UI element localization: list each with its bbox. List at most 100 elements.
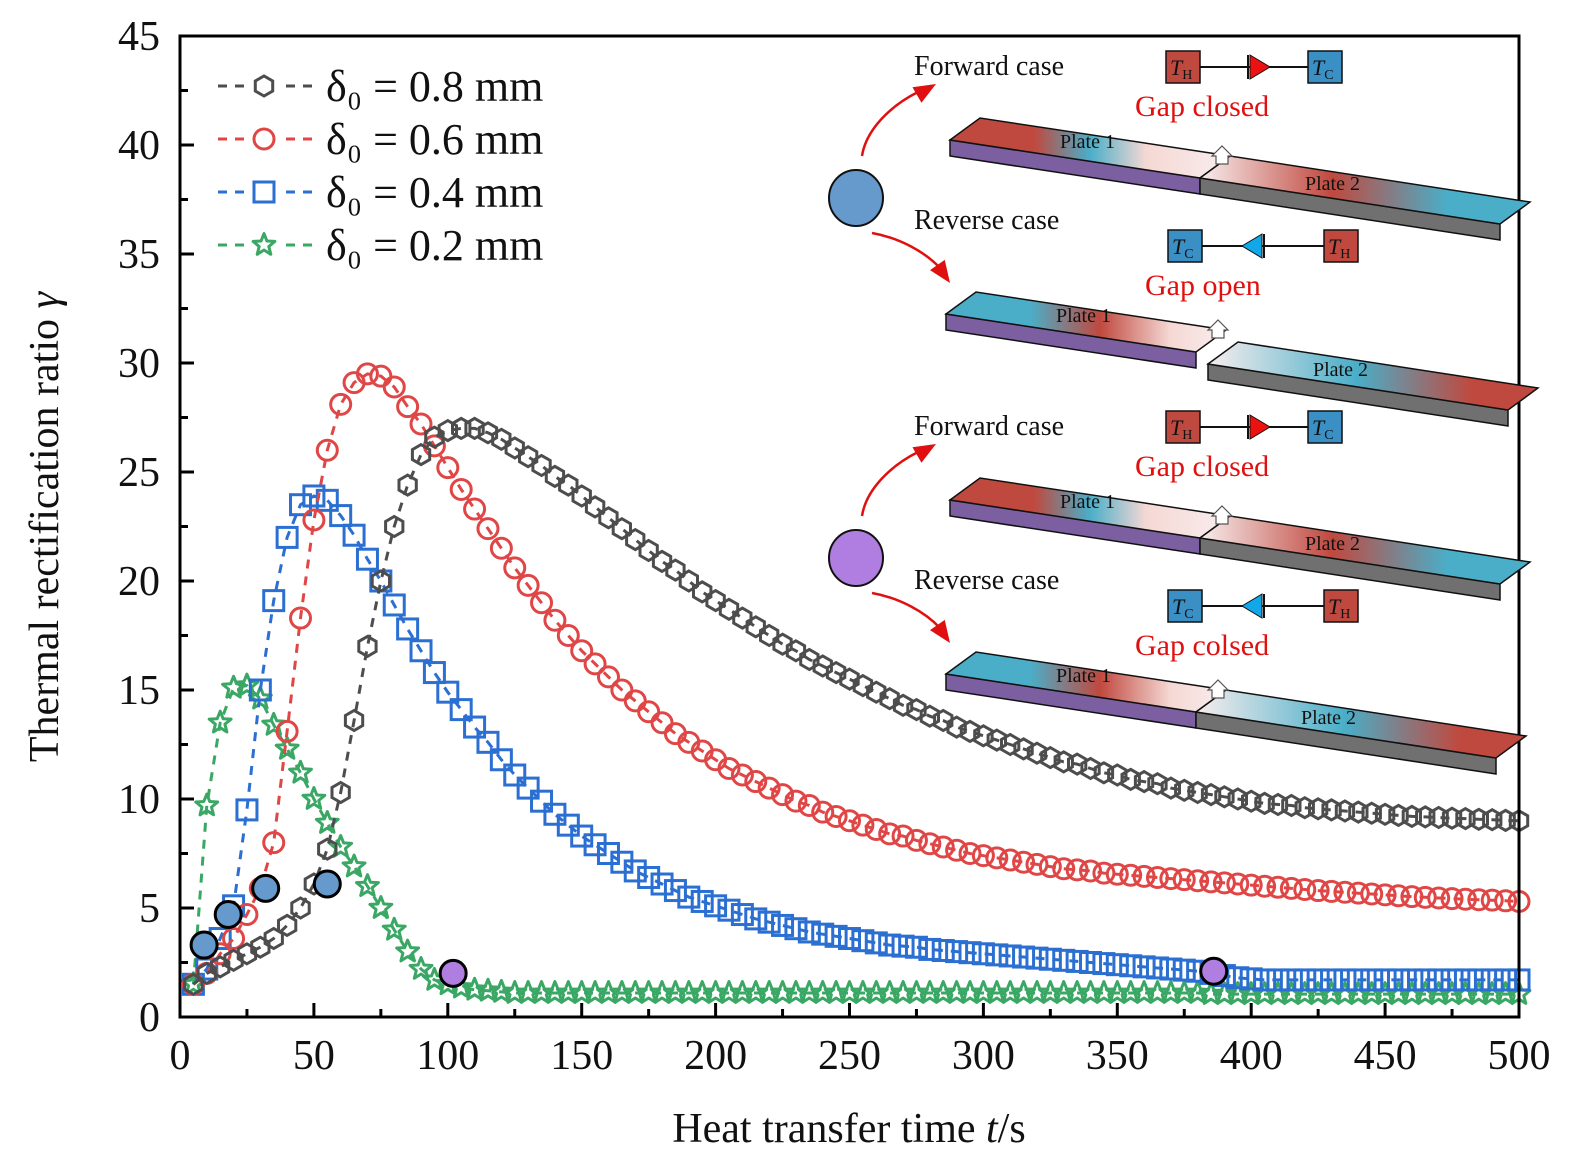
x-tick-label: 0 <box>170 1033 191 1079</box>
highlight-point-blue <box>251 873 281 903</box>
data-point <box>919 704 940 728</box>
data-point <box>1226 966 1250 990</box>
data-point <box>1025 946 1049 970</box>
data-point <box>1092 861 1116 885</box>
y-tick-label: 40 <box>118 123 160 169</box>
data-point <box>892 693 914 718</box>
data-point <box>1241 789 1262 813</box>
data-point <box>1159 867 1183 891</box>
data-point <box>677 885 701 909</box>
y-tick-label: 20 <box>118 559 160 605</box>
data-point <box>1346 968 1370 992</box>
y-axis-title: Thermal rectification ratio γ <box>22 290 68 762</box>
data-point <box>705 588 726 613</box>
highlight-point-blue <box>213 900 243 930</box>
data-point <box>1239 873 1263 897</box>
plate-2: Plate 2 <box>1194 689 1528 775</box>
data-point <box>637 865 661 889</box>
data-point <box>1159 957 1183 981</box>
data-point <box>341 853 367 878</box>
data-point <box>504 436 525 460</box>
data-point <box>194 792 220 817</box>
arrow-head-icon <box>912 84 936 103</box>
data-point <box>342 523 366 547</box>
series-line <box>192 426 1520 986</box>
data-point <box>516 776 540 800</box>
data-point <box>1133 769 1155 794</box>
data-point <box>370 569 391 593</box>
data-point <box>355 362 379 386</box>
data-point <box>1495 808 1516 833</box>
data-point <box>368 895 394 919</box>
data-point <box>1119 863 1143 887</box>
data-point <box>1453 968 1477 992</box>
data-point <box>1053 750 1074 774</box>
arrow-curve <box>871 591 941 629</box>
x-tick-label: 450 <box>1354 1033 1417 1079</box>
series-square <box>181 484 1531 996</box>
data-point <box>732 606 753 630</box>
data-point <box>1266 968 1290 992</box>
data-point <box>1199 870 1223 894</box>
data-point <box>959 719 981 744</box>
data-point <box>1348 800 1369 824</box>
data-point <box>315 438 339 462</box>
data-point <box>663 879 687 903</box>
data-point <box>986 728 1007 752</box>
data-point <box>1468 807 1489 832</box>
data-point <box>623 859 647 883</box>
data-point <box>812 654 833 678</box>
data-point <box>879 686 900 711</box>
data-point <box>985 846 1009 870</box>
data-point <box>945 940 969 964</box>
data-point <box>1040 745 1061 770</box>
data-point <box>918 937 942 961</box>
arrow-curve <box>860 90 919 157</box>
data-point <box>1440 968 1464 992</box>
data-point <box>1226 872 1250 896</box>
series-circle <box>181 362 1531 996</box>
data-point <box>1360 882 1384 906</box>
highlight-point-blue <box>189 930 219 960</box>
plate-2: Plate 2 <box>1198 155 1532 241</box>
x-tick-label: 50 <box>293 1033 335 1079</box>
data-point <box>1480 968 1504 992</box>
data-point <box>301 786 327 810</box>
data-point <box>302 508 326 532</box>
data-point <box>772 632 793 656</box>
data-point <box>207 709 233 734</box>
data-point <box>1052 857 1076 881</box>
data-point <box>274 735 300 760</box>
data-point <box>690 889 714 913</box>
highlight-point-purple <box>1199 956 1229 986</box>
data-point <box>596 665 620 689</box>
data-point <box>785 639 807 663</box>
data-point <box>878 933 902 957</box>
data-point <box>771 783 795 807</box>
data-point <box>247 685 273 710</box>
data-point <box>1000 732 1021 757</box>
diode-forward-icon <box>1249 414 1271 440</box>
legend-label: δ₀ = 0.2 mm <box>326 221 543 270</box>
plate-1: Plate 1 <box>944 291 1228 369</box>
data-point <box>477 421 499 445</box>
data-point <box>516 573 540 597</box>
data-point <box>797 920 821 944</box>
data-point <box>864 931 888 955</box>
data-point <box>1160 776 1181 800</box>
legend-item: δ₀ = 0.4 mm <box>218 168 543 217</box>
data-point <box>1227 787 1248 811</box>
data-point <box>503 556 527 580</box>
data-point <box>1334 799 1356 823</box>
actuator-icon <box>1206 319 1230 339</box>
data-point <box>973 724 994 748</box>
data-point <box>1293 968 1317 992</box>
data-point <box>784 917 808 941</box>
plate-2-label: Plate 2 <box>1305 533 1360 555</box>
y-tick-label: 25 <box>118 450 160 496</box>
state-marker <box>828 169 884 227</box>
data-point <box>824 804 848 828</box>
data-point <box>891 934 915 958</box>
